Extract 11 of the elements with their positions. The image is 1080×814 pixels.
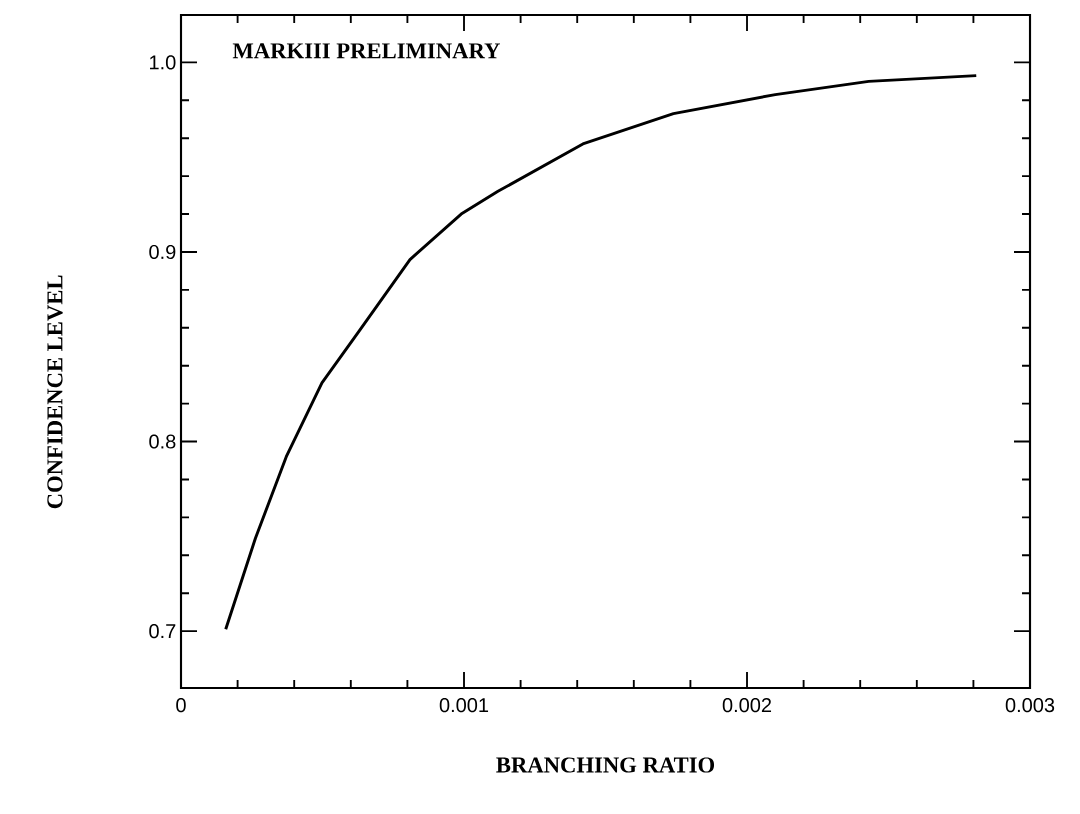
x-tick-label: 0.002 [722, 698, 772, 713]
x-tick-label: 0 [176, 698, 186, 713]
x-tick-label: 0.003 [1005, 698, 1055, 713]
y-tick-label: 0.8 [149, 434, 176, 449]
x-axis-title: BRANCHING RATIO [496, 757, 715, 773]
y-tick-label: 0.9 [149, 244, 176, 260]
y-axis-title: CONFIDENCE LEVEL [47, 275, 63, 509]
annotation: MARKIII PRELIMINARY [232, 43, 501, 59]
y-tick-label: 1.0 [150, 55, 176, 70]
x-tick-label: 0.001 [439, 698, 489, 713]
y-tick-label: 0.7 [149, 624, 176, 639]
